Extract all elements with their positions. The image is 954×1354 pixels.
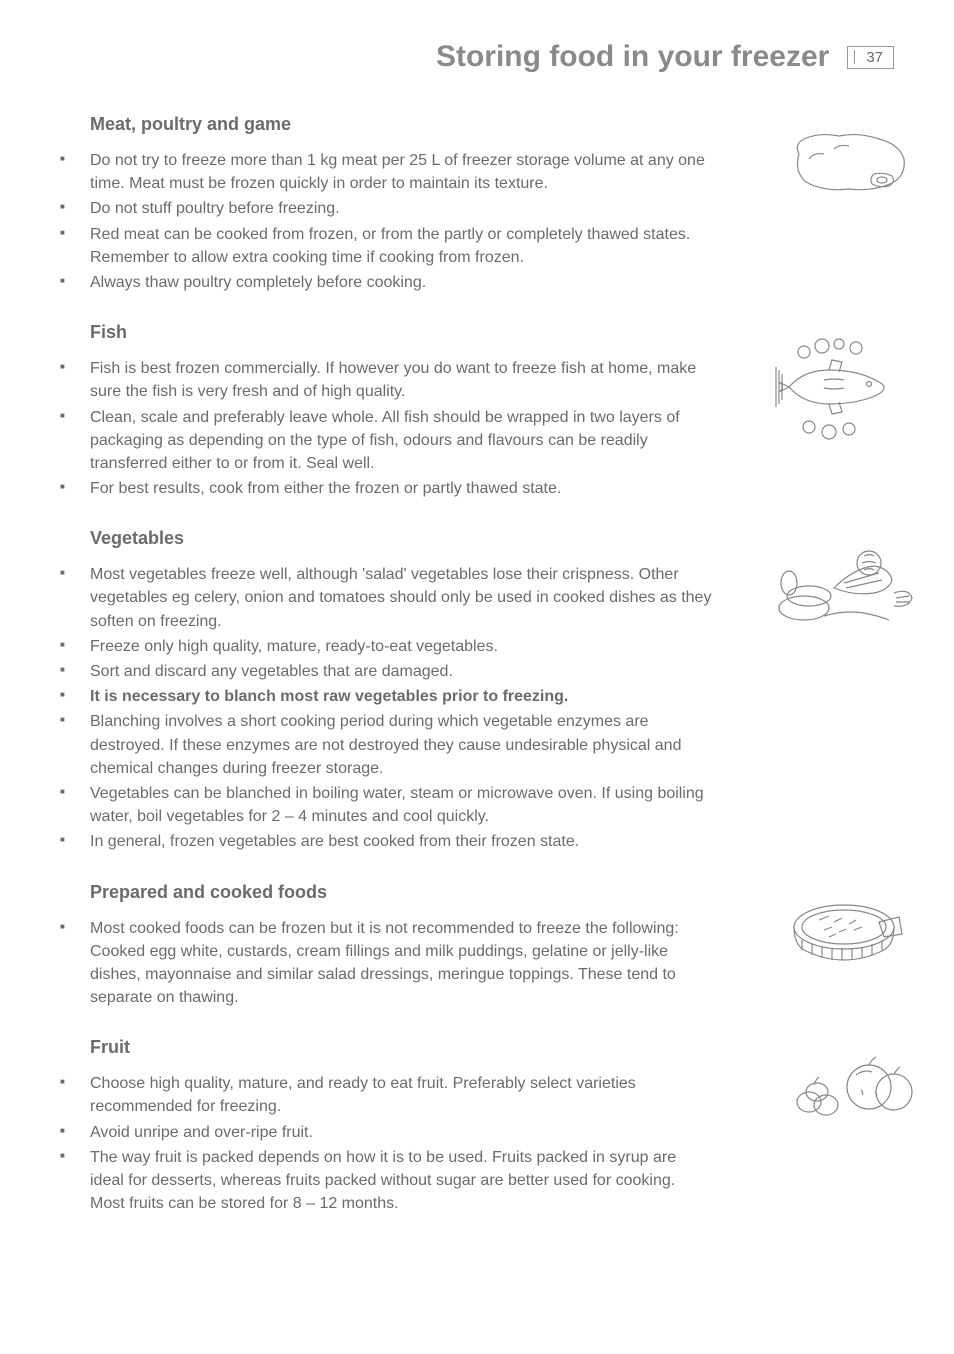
bullet-item: Do not stuff poultry before freezing. <box>60 197 714 220</box>
bullet-item: Freeze only high quality, mature, ready-… <box>60 635 714 658</box>
fruit-illustration <box>784 1047 914 1127</box>
bullet-item: Avoid unripe and over-ripe fruit. <box>60 1121 714 1144</box>
meat-illustration <box>784 124 914 204</box>
bullet-item: Do not try to freeze more than 1 kg meat… <box>60 149 714 195</box>
page-number: 37 <box>847 46 894 69</box>
section-heading: Prepared and cooked foods <box>90 882 894 903</box>
page-header: Storing food in your freezer 37 <box>60 40 894 74</box>
sections-container: Meat, poultry and game Do not try to free… <box>60 114 894 1215</box>
section-vegetables: VegetablesMost vegetables freeze well, a… <box>60 528 894 853</box>
bullet-item: Vegetables can be blanched in boiling wa… <box>60 782 714 828</box>
bullet-item: Most vegetables freeze well, although 's… <box>60 563 714 633</box>
page-title: Storing food in your freezer <box>436 40 829 74</box>
bullet-item: Always thaw poultry completely before co… <box>60 271 714 294</box>
section-heading: Fruit <box>90 1037 894 1058</box>
section-fruit: Fruit Choose high quality, mature, and re… <box>60 1037 894 1215</box>
bullet-item: For best results, cook from either the f… <box>60 477 714 500</box>
pie-illustration <box>784 892 914 982</box>
bullet-list: Most vegetables freeze well, although 's… <box>60 563 894 853</box>
bullet-item: Fish is best frozen commercially. If how… <box>60 357 714 403</box>
fish-illustration <box>774 332 914 447</box>
section-prepared-and-cooked-foods: Prepared and cooked foods Most cooked foo… <box>60 882 894 1010</box>
bullet-item: Clean, scale and preferably leave whole.… <box>60 406 714 476</box>
bullet-list: Do not try to freeze more than 1 kg meat… <box>60 149 894 294</box>
section-fish: FishFish is best frozen commercially. If… <box>60 322 894 500</box>
bullet-item: In general, frozen vegetables are best c… <box>60 830 714 853</box>
bullet-item: Choose high quality, mature, and ready t… <box>60 1072 714 1118</box>
bullet-item: The way fruit is packed depends on how i… <box>60 1146 714 1216</box>
section-heading: Meat, poultry and game <box>90 114 894 135</box>
bullet-item: Red meat can be cooked from frozen, or f… <box>60 223 714 269</box>
bullet-list: Most cooked foods can be frozen but it i… <box>60 917 894 1010</box>
bullet-list: Fish is best frozen commercially. If how… <box>60 357 894 500</box>
section-meat-poultry-and-game: Meat, poultry and game Do not try to free… <box>60 114 894 294</box>
bullet-item: It is necessary to blanch most raw veget… <box>60 685 714 708</box>
bullet-item: Sort and discard any vegetables that are… <box>60 660 714 683</box>
bullet-item: Most cooked foods can be frozen but it i… <box>60 917 714 1010</box>
bullet-item: Blanching involves a short cooking perio… <box>60 710 714 780</box>
bullet-list: Choose high quality, mature, and ready t… <box>60 1072 894 1215</box>
vegetables-illustration <box>774 538 914 638</box>
